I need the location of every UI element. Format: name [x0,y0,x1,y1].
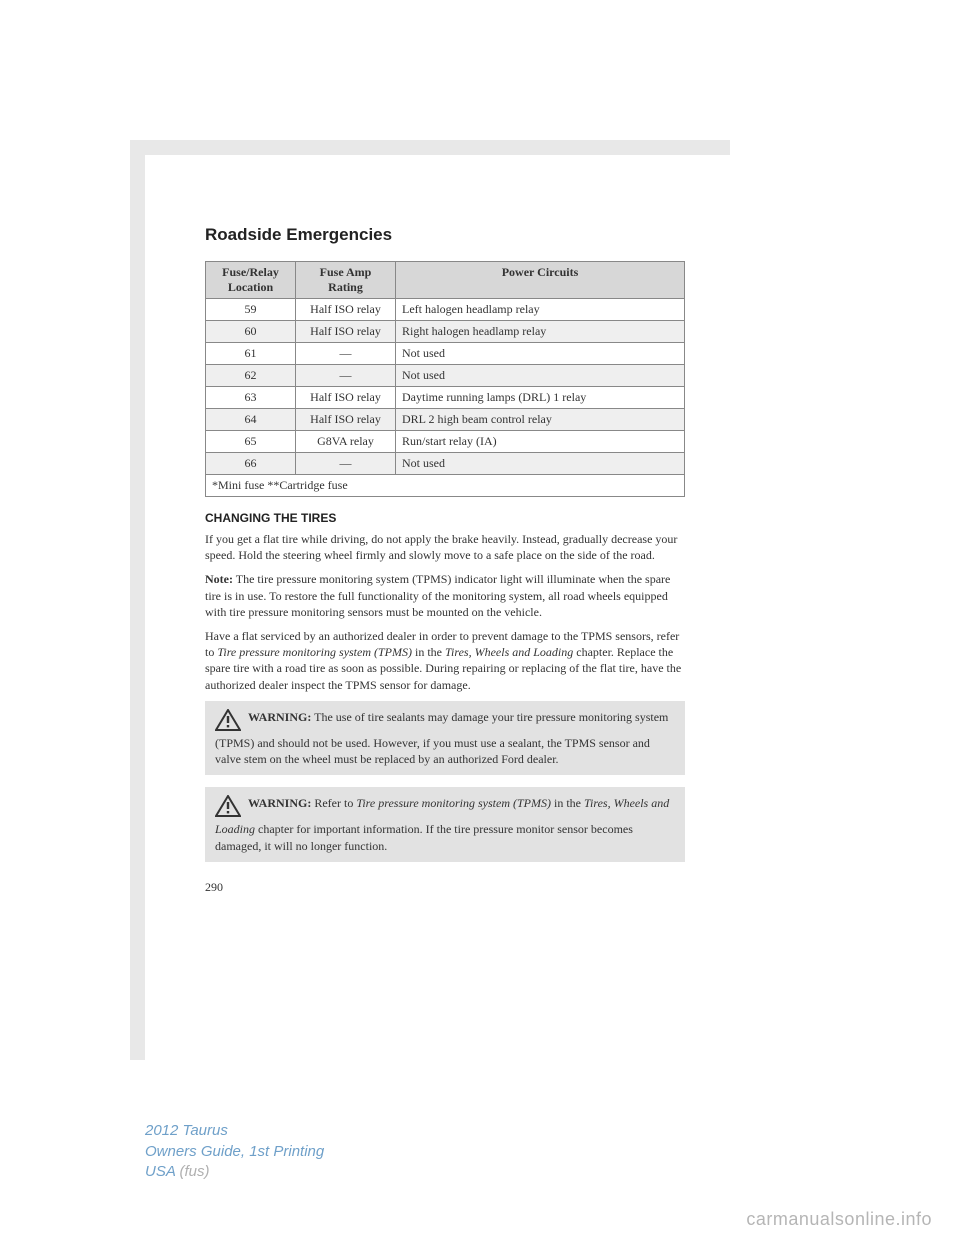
text-fragment: chapter for important information. If th… [215,822,633,852]
footer-guide: Owners Guide, 1st Printing [145,1142,324,1162]
page-number: 290 [205,880,685,895]
cell-loc: 60 [206,321,296,343]
cell-circ: Not used [396,453,685,475]
cell-amp: — [296,453,396,475]
cell-loc: 59 [206,299,296,321]
cell-loc: 63 [206,387,296,409]
warning-icon [215,795,241,821]
th-location: Fuse/Relay Location [206,262,296,299]
watermark: carmanualsonline.info [746,1209,932,1230]
warning-label: WARNING: [248,710,311,724]
table-row: 66—Not used [206,453,685,475]
cell-loc: 66 [206,453,296,475]
cell-amp: Half ISO relay [296,321,396,343]
table-row: 63Half ISO relayDaytime running lamps (D… [206,387,685,409]
manual-page: Roadside Emergencies Fuse/Relay Location… [145,155,745,1075]
footer-fus: (fus) [175,1163,209,1180]
note-text: The tire pressure monitoring system (TPM… [205,572,670,618]
italic-ref: Tires, Wheels and Loading [445,645,573,659]
footer-block: 2012 Taurus Owners Guide, 1st Printing U… [145,1121,324,1182]
text-fragment: in the [551,796,584,810]
cell-loc: 61 [206,343,296,365]
cell-amp: — [296,343,396,365]
text-fragment: Refer to [311,796,356,810]
cell-circ: Daytime running lamps (DRL) 1 relay [396,387,685,409]
warning-box: WARNING: The use of tire sealants may da… [205,701,685,776]
warning-icon [215,709,241,735]
cell-amp: G8VA relay [296,431,396,453]
subheading-changing-tires: CHANGING THE TIRES [205,511,685,525]
cell-amp: Half ISO relay [296,409,396,431]
cell-circ: Run/start relay (IA) [396,431,685,453]
footer-region: USA (fus) [145,1162,324,1182]
italic-ref: Tire pressure monitoring system (TPMS) [356,796,551,810]
cell-footnote: *Mini fuse **Cartridge fuse [206,475,685,497]
cell-circ: Not used [396,343,685,365]
table-row: 61—Not used [206,343,685,365]
text-fragment: in the [412,645,445,659]
warning-box: WARNING: Refer to Tire pressure monitori… [205,787,685,862]
table-row: 60Half ISO relayRight halogen headlamp r… [206,321,685,343]
footer-model: 2012 Taurus [145,1121,324,1141]
cell-amp: — [296,365,396,387]
th-amp: Fuse Amp Rating [296,262,396,299]
table-body: 59Half ISO relayLeft halogen headlamp re… [206,299,685,497]
cell-loc: 65 [206,431,296,453]
th-circuits: Power Circuits [396,262,685,299]
table-row: 65G8VA relayRun/start relay (IA) [206,431,685,453]
footer-usa: USA [145,1163,175,1180]
table-header-row: Fuse/Relay Location Fuse Amp Rating Powe… [206,262,685,299]
cell-amp: Half ISO relay [296,387,396,409]
cell-circ: Left halogen headlamp relay [396,299,685,321]
cell-loc: 64 [206,409,296,431]
table-footnote-row: *Mini fuse **Cartridge fuse [206,475,685,497]
cell-circ: Not used [396,365,685,387]
paragraph: If you get a flat tire while driving, do… [205,531,685,563]
paragraph: Note: The tire pressure monitoring syste… [205,571,685,620]
paragraph: Have a flat serviced by an authorized de… [205,628,685,693]
table-row: 62—Not used [206,365,685,387]
table-row: 64Half ISO relayDRL 2 high beam control … [206,409,685,431]
cell-loc: 62 [206,365,296,387]
italic-ref: Tire pressure monitoring system (TPMS) [217,645,412,659]
warning-label: WARNING: [248,796,311,810]
cell-amp: Half ISO relay [296,299,396,321]
note-label: Note: [205,572,233,586]
table-row: 59Half ISO relayLeft halogen headlamp re… [206,299,685,321]
fuse-table: Fuse/Relay Location Fuse Amp Rating Powe… [205,261,685,497]
cell-circ: Right halogen headlamp relay [396,321,685,343]
cell-circ: DRL 2 high beam control relay [396,409,685,431]
section-title: Roadside Emergencies [205,225,685,245]
